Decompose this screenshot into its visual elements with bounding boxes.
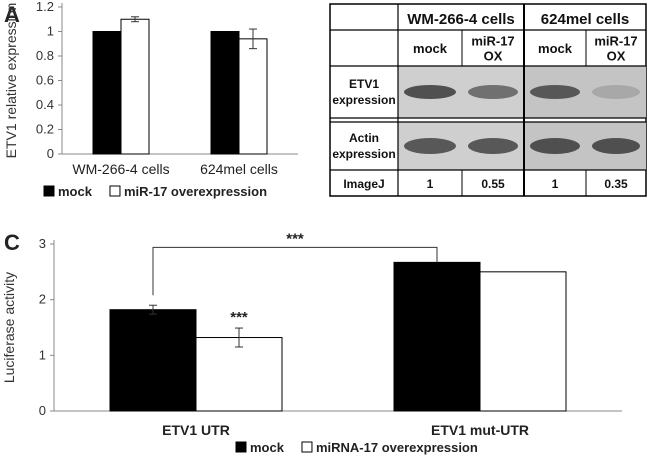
chart-c-y-tick-label: 1 (39, 347, 46, 362)
panel-letter-c: C (4, 230, 20, 255)
chart-c: 0 1 2 3 Luciferase activity ETV1 UTR ETV1 mut-… (1, 230, 622, 455)
blot-row-label-1-1: expression (332, 147, 395, 161)
chart-c-bar-0-0 (109, 309, 197, 412)
blot-lane-label-3-1: OX (607, 49, 626, 64)
chart-a-y-tick-label: 0.8 (36, 48, 54, 63)
blot-lane-label-2-0: mock (538, 41, 573, 56)
chart-c-significance-star-1: *** (286, 230, 304, 247)
chart-c-bar-0-1 (195, 337, 283, 412)
blot-group-header-1: 624mel cells (541, 11, 629, 28)
chart-a-bar-0-0 (92, 31, 122, 155)
chart-a-y-tick-label: 0 (47, 146, 54, 161)
blot-band-etv1-2 (530, 85, 580, 99)
chart-a-legend-label-0: mock (58, 184, 93, 199)
chart-a-legend-swatch-0 (43, 185, 55, 197)
chart-c-bar-1-1 (479, 271, 567, 412)
chart-c-y-tick-label: 3 (39, 236, 46, 251)
blot-quant-value-0: 1 (427, 177, 434, 191)
blot-row-label-1-0: Actin (349, 131, 379, 145)
chart-c-y-tick-label: 0 (39, 403, 46, 418)
blot-band-etv1-3 (592, 85, 640, 99)
blot-band-actin-3 (592, 138, 640, 154)
chart-c-category-label-0: ETV1 UTR (162, 422, 230, 438)
blot-quant-label: ImageJ (343, 177, 384, 191)
chart-c-category-label-1: ETV1 mut-UTR (431, 422, 529, 438)
chart-c-y-tick-label: 2 (39, 292, 46, 307)
blot-quant-value-1: 0.55 (481, 177, 505, 191)
chart-a-y-tick-label: 0.6 (36, 73, 54, 88)
chart-c-significance-star-0: *** (230, 309, 248, 326)
blot-lane-label-3-0: miR-17 (594, 34, 637, 49)
chart-a-bar-0-1 (120, 18, 150, 155)
chart-c-significance-bracket (152, 246, 438, 296)
chart-a-y-tick-label: 0.4 (36, 97, 54, 112)
blot-lane-label-1-1: OX (484, 49, 503, 64)
chart-c-bar-1-0 (393, 261, 481, 412)
blot-lane-label-0-0: mock (413, 41, 448, 56)
blot-group-header-0: WM-266-4 cells (407, 11, 515, 28)
chart-a-bar-1-1 (238, 38, 268, 155)
chart-c-legend-swatch-1 (301, 441, 313, 453)
chart-a-bar-1-0 (210, 31, 240, 155)
blot-band-etv1-1 (468, 85, 518, 99)
blot-lane-label-1-0: miR-17 (471, 34, 514, 49)
chart-c-y-axis-label: Luciferase activity (1, 272, 17, 383)
chart-a-y-tick-label: 1.2 (36, 0, 54, 14)
blot-band-etv1-0 (404, 85, 456, 99)
blot-band-actin-2 (530, 138, 580, 154)
blot-row-label-0-0: ETV1 (349, 77, 379, 91)
chart-a: 0 0.2 0.4 0.6 0.8 1 1.2 ETV1 relative expressio… (3, 0, 298, 199)
chart-c-legend-label-0: mock (250, 440, 285, 455)
blot-quant-value-2: 1 (552, 177, 559, 191)
chart-c-legend-label-1: miRNA-17 overexpression (316, 440, 478, 455)
blot-band-actin-0 (404, 138, 456, 154)
chart-a-category-label-1: 624mel cells (200, 161, 278, 177)
panel-letter-a: A (4, 2, 20, 27)
chart-a-y-tick-label: 1 (47, 24, 54, 39)
chart-a-legend-label-1: miR-17 overexpression (124, 184, 267, 199)
chart-c-legend-swatch-0 (235, 441, 247, 453)
chart-a-legend-swatch-1 (109, 185, 121, 197)
blot-quant-value-3: 0.35 (604, 177, 628, 191)
blot-band-actin-1 (468, 138, 518, 154)
chart-a-y-tick-label: 0.2 (36, 122, 54, 137)
chart-a-y-axis-label: ETV1 relative expression (3, 3, 19, 159)
blot-row-label-0-1: expression (332, 93, 395, 107)
chart-a-category-label-0: WM-266-4 cells (72, 161, 169, 177)
